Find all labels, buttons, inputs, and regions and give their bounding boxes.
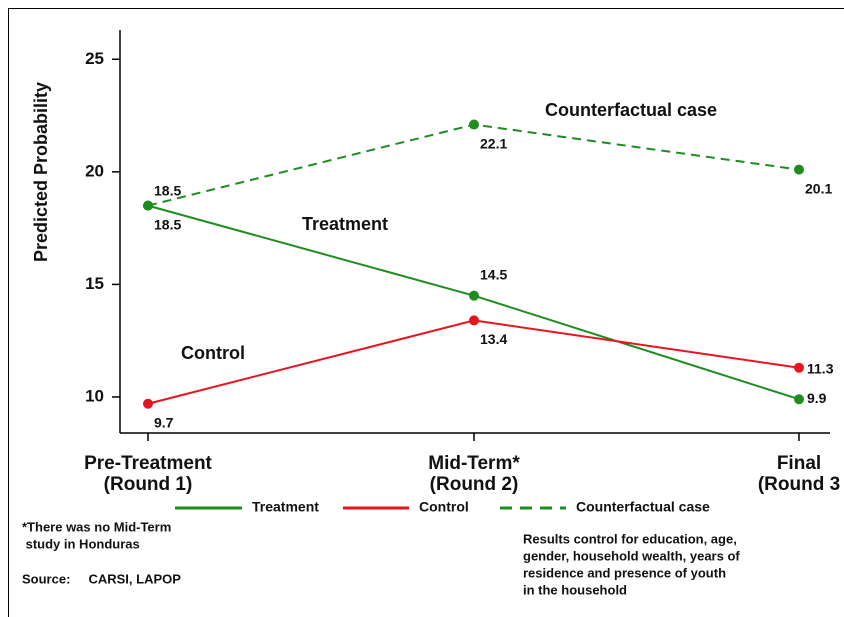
point	[143, 398, 153, 409]
note: Results control for education, age,	[523, 531, 737, 546]
series-line	[147, 123, 800, 207]
point	[794, 362, 804, 373]
point	[469, 119, 479, 130]
x-tick-label: (Round 3	[758, 474, 840, 495]
y-tick-label: 20	[85, 161, 104, 180]
note: in the household	[523, 582, 627, 597]
x-tick-label: Final	[777, 453, 821, 474]
value-label: 9.7	[154, 414, 174, 430]
note: study in Honduras	[22, 536, 140, 551]
value-label: 18.5	[154, 182, 181, 198]
x-tick-label: Pre-Treatment	[84, 453, 212, 474]
x-tick-label: (Round 1)	[104, 474, 193, 495]
note: *There was no Mid-Term	[22, 519, 171, 534]
value-label: 18.5	[154, 216, 181, 232]
value-label: 22.1	[480, 135, 507, 151]
annotation: Counterfactual case	[545, 100, 717, 120]
y-axis-label: Predicted Probability	[31, 82, 51, 262]
annotation: Treatment	[302, 214, 388, 234]
y-tick-label: 15	[85, 274, 104, 293]
y-tick-label: 10	[85, 386, 104, 405]
series-line	[147, 204, 800, 401]
note: gender, household wealth, years of	[523, 548, 740, 563]
point	[143, 200, 153, 211]
value-label: 13.4	[480, 331, 507, 347]
note: residence and presence of youth	[523, 565, 726, 580]
y-tick-label: 25	[85, 49, 104, 68]
point	[469, 290, 479, 301]
x-tick-label: (Round 2)	[430, 474, 519, 495]
annotation: Control	[181, 343, 245, 363]
note: Source: CARSI, LAPOP	[22, 571, 181, 586]
value-label: 9.9	[807, 390, 827, 406]
value-label: 20.1	[805, 180, 832, 196]
x-tick-label: Mid-Term*	[428, 453, 520, 474]
point	[794, 394, 804, 405]
value-label: 14.5	[480, 266, 507, 282]
frame	[8, 8, 844, 617]
legend-label: Treatment	[252, 499, 319, 515]
series-line	[147, 319, 800, 405]
legend-label: Control	[419, 499, 469, 515]
value-label: 11.3	[807, 360, 834, 376]
legend-label: Counterfactual case	[576, 499, 710, 515]
point	[794, 164, 804, 175]
point	[469, 315, 479, 326]
